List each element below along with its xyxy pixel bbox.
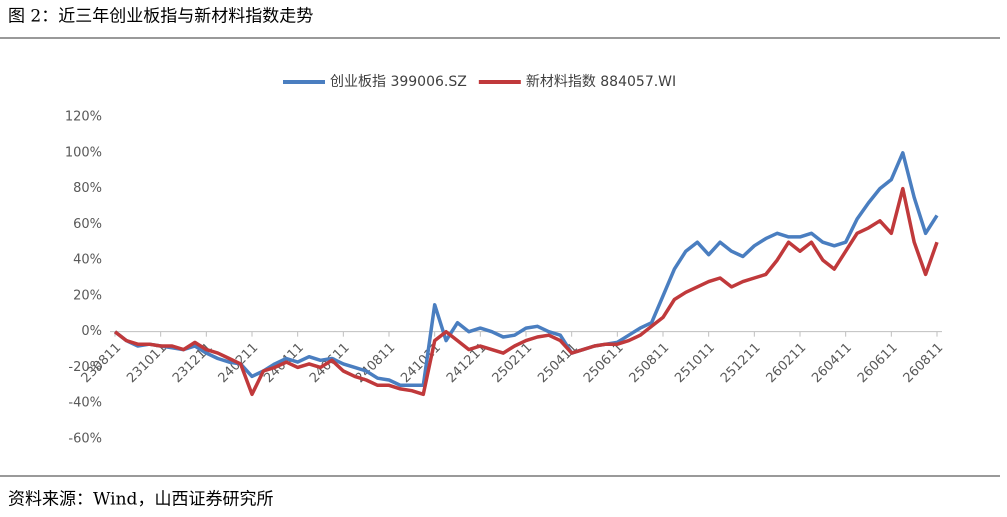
x-tick-label: 260211 <box>764 340 810 386</box>
x-tick-label: 251211 <box>718 340 764 386</box>
y-tick-label: 100% <box>65 145 102 160</box>
x-tick-label: 260611 <box>855 340 901 386</box>
y-tick-label: -20% <box>68 360 102 375</box>
legend-label: 创业板指 399006.SZ <box>330 74 467 90</box>
x-tick-label: 250811 <box>627 340 673 386</box>
figure-title: 图 2：近三年创业板指与新材料指数走势 <box>8 7 313 27</box>
legend-label: 新材料指数 884057.WI <box>526 74 676 90</box>
source-note: 资料来源：Wind，山西证券研究所 <box>8 490 273 510</box>
y-tick-label: 60% <box>73 217 102 232</box>
series-line <box>113 151 939 388</box>
y-tick-label: -40% <box>68 396 102 411</box>
x-tick-label: 250411 <box>535 340 581 386</box>
y-tick-label: 20% <box>73 288 102 303</box>
y-tick-label: 40% <box>73 253 102 268</box>
y-tick-label: 80% <box>73 181 102 196</box>
x-tick-label: 260411 <box>809 340 855 386</box>
y-tick-label: 0% <box>81 324 102 339</box>
x-tick-label: 251011 <box>672 340 718 386</box>
x-tick-label: 260811 <box>901 340 947 386</box>
y-tick-label: -60% <box>68 432 102 447</box>
y-tick-label: 120% <box>65 110 102 125</box>
series-line <box>113 186 939 397</box>
x-tick-label: 241011 <box>398 340 444 386</box>
